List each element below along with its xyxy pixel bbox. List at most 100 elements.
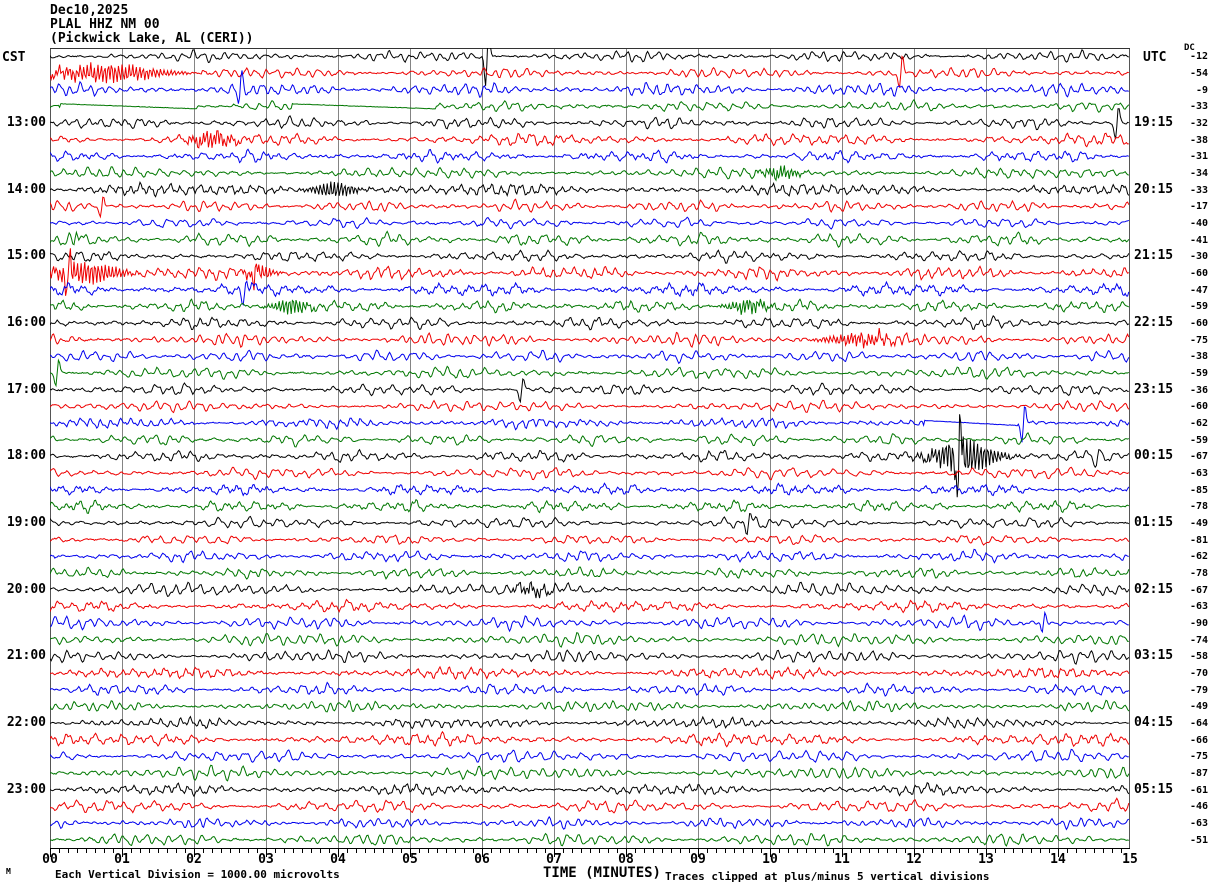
trace-row [50,328,1130,349]
x-tick-label: 09 [690,852,706,867]
trace-row [50,580,1130,599]
x-tick-label: 08 [618,852,634,867]
microvolt-tiny-mark: M [6,867,11,876]
dc-offset-value: -32 [1189,118,1208,129]
trace-row [50,180,1130,198]
vertical-division-scale-note: Each Vertical Division = 1000.00 microvo… [55,868,340,881]
trace-row [50,406,1130,443]
dc-offset-value: -85 [1189,485,1208,496]
trace-row [50,216,1130,230]
trace-row [50,748,1129,763]
cst-time-label: 16:00 [6,315,46,330]
dc-offset-value: -75 [1189,751,1208,762]
trace-row [50,832,1129,847]
utc-time-label: 03:15 [1134,648,1174,663]
dc-offset-value: -67 [1189,451,1208,462]
cst-time-label: 17:00 [6,382,46,397]
dc-offset-value: -34 [1189,168,1208,179]
x-tick-label: 14 [1050,852,1066,867]
x-tick-label: 04 [330,852,346,867]
trace-row [50,108,1129,140]
trace-row [50,399,1130,414]
utc-time-label: 00:15 [1134,448,1174,463]
dc-offset-value: -51 [1189,835,1208,846]
x-tick-label: 12 [906,852,922,867]
dc-offset-value: -17 [1189,201,1208,212]
trace-row [50,610,1129,634]
x-tick-label: 11 [834,852,850,867]
dc-offset-value: -63 [1189,818,1208,829]
dc-offset-value: -63 [1189,601,1208,612]
x-axis-title: TIME (MINUTES) [542,865,661,881]
dc-offset-header: DC [1184,43,1195,53]
trace-row [50,249,1130,264]
dc-offset-value: -59 [1189,435,1208,446]
x-tick-label: 06 [474,852,490,867]
trace-row [50,315,1130,331]
trace-row [50,280,1130,307]
dc-offset-value: -38 [1189,135,1208,146]
dc-offset-value: -78 [1189,568,1208,579]
dc-offset-value: -46 [1189,801,1208,812]
dc-offset-value: -12 [1189,51,1208,62]
utc-time-label: 05:15 [1134,782,1174,797]
cst-time-label: 18:00 [6,448,46,463]
trace-row [50,665,1130,681]
cst-time-label: 13:00 [6,115,46,130]
clipping-note: Traces clipped at plus/minus 5 vertical … [665,870,990,883]
trace-row [50,98,1130,113]
dc-offset-value: -62 [1189,551,1208,562]
trace-row [50,715,1129,730]
title-date: Dec10,2025 [50,3,129,18]
utc-time-label: 20:15 [1134,182,1174,197]
right-timezone-header: UTC [1143,50,1167,65]
dc-offset-value: -36 [1189,385,1208,396]
dc-offset-value: -60 [1189,268,1208,279]
dc-offset-value: -31 [1189,151,1208,162]
utc-time-label: 02:15 [1134,582,1174,597]
trace-row [50,699,1130,713]
seismogram-plot [50,48,1130,857]
dc-offset-value: -33 [1189,185,1208,196]
dc-offset-value: -78 [1189,501,1208,512]
dc-offset-value: -60 [1189,318,1208,329]
dc-offset-value: -81 [1189,535,1208,546]
cst-time-label: 22:00 [6,715,46,730]
trace-row [50,466,1130,481]
trace-row [50,377,1129,404]
dc-offset-value: -9 [1195,85,1208,96]
dc-offset-value: -67 [1189,585,1208,596]
utc-time-label: 23:15 [1134,382,1174,397]
cst-time-label: 14:00 [6,182,46,197]
trace-row [50,482,1130,497]
dc-offset-value: -49 [1189,518,1208,529]
x-tick-label: 01 [114,852,130,867]
trace-row [50,649,1130,665]
trace-row [50,598,1130,614]
trace-row [50,534,1130,546]
dc-offset-value: -70 [1189,668,1208,679]
cst-time-label: 23:00 [6,782,46,797]
dc-offset-value: -90 [1189,618,1208,629]
trace-row [50,349,1130,365]
dc-offset-value: -33 [1189,101,1208,112]
cst-time-label: 21:00 [6,648,46,663]
x-tick-label: 10 [762,852,778,867]
title-location: (Pickwick Lake, AL (CERI)) [50,31,254,46]
dc-offset-value: -60 [1189,401,1208,412]
trace-row [50,815,1130,831]
dc-offset-value: -30 [1189,251,1208,262]
trace-row [50,358,1130,388]
dc-offset-value: -87 [1189,768,1208,779]
dc-offset-value: -41 [1189,235,1208,246]
trace-row [50,414,1130,498]
dc-offset-value: -59 [1189,301,1208,312]
trace-row [50,548,1129,564]
trace-row [50,248,1130,296]
trace-row [50,632,1129,648]
trace-row [50,130,1129,149]
dc-offset-value: -40 [1189,218,1208,229]
dc-offset-value: -64 [1189,718,1208,729]
trace-row [50,764,1130,782]
